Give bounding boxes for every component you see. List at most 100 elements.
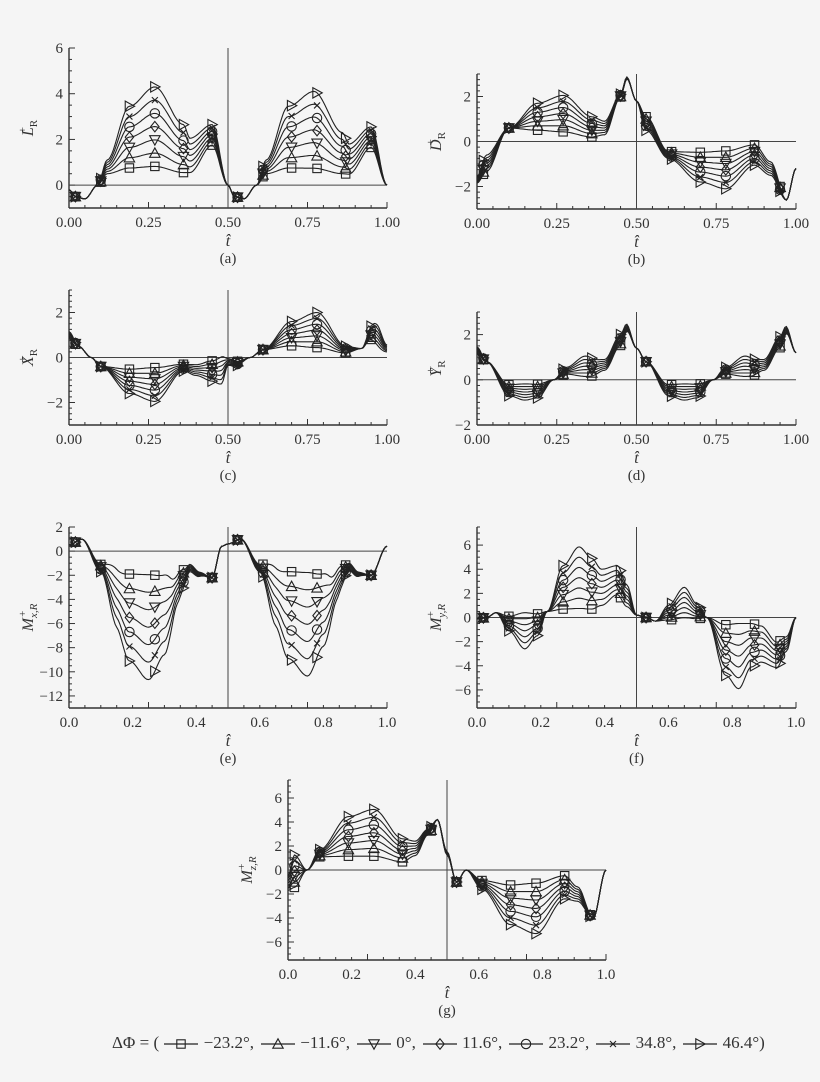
triangle-up-marker: [665, 610, 678, 622]
triangle-down-marker: [123, 598, 136, 610]
legend-label: 34.8°,: [631, 1033, 677, 1052]
y-tick-label: −4: [455, 659, 471, 675]
x-tick-label: 0.4: [406, 967, 425, 983]
square-marker: [312, 163, 322, 174]
x-tick-label: 1.00: [374, 215, 400, 231]
triangle-right-marker: [96, 360, 108, 373]
triangle-right-marker: [178, 118, 190, 131]
triangle-right-marker: [397, 832, 409, 845]
triangle-down-marker: [585, 125, 598, 137]
x-tick-label: 0.00: [464, 432, 490, 448]
triangle-right-marker: [532, 629, 544, 642]
diamond-marker: [586, 577, 597, 590]
diamond-marker: [258, 165, 268, 178]
x-tick-label: 0.25: [135, 215, 161, 231]
triangle-right-marker: [232, 359, 244, 372]
y-tick-label: 2: [464, 586, 472, 602]
diamond-marker: [149, 617, 160, 630]
x-tick-label: 1.0: [597, 967, 616, 983]
circle-marker: [124, 121, 135, 133]
diamond-marker: [666, 149, 677, 162]
triangle-up-marker: [748, 365, 761, 378]
x-tick-label: 0.8: [533, 967, 552, 983]
triangle-up-marker: [367, 842, 380, 854]
triangle-right-marker: [366, 120, 378, 133]
triangle-right-marker: [124, 100, 136, 113]
triangle-right-marker: [531, 927, 543, 940]
series-line: [476, 76, 797, 201]
triangle-right-marker: [641, 124, 653, 137]
triangle-right-marker: [478, 351, 490, 365]
panel-caption: (b): [628, 252, 646, 268]
y-tick-label: 6: [275, 791, 283, 807]
circle-marker: [505, 906, 516, 917]
circle-marker: [286, 625, 297, 636]
triangle-right-marker: [340, 569, 352, 582]
x-tick-label: 0.2: [531, 715, 550, 731]
triangle-up-marker: [556, 119, 570, 131]
triangle-up-marker: [123, 582, 136, 594]
triangle-right-marker: [749, 158, 761, 172]
cross-marker: [313, 640, 321, 647]
x-tick-label: 0.50: [623, 216, 649, 232]
square-marker: [150, 570, 160, 580]
triangle-up-marker: [585, 127, 598, 139]
x-tick-label: 0.0: [468, 715, 487, 731]
triangle-right-marker: [289, 848, 301, 862]
y-axis-label: YR+: [425, 360, 448, 377]
y-tick-label: −4: [266, 911, 282, 927]
triangle-right-marker: [178, 364, 190, 378]
y-tick-label: −2: [47, 568, 63, 584]
x-tick-label: 1.0: [378, 715, 397, 731]
triangle-up-marker: [285, 335, 298, 347]
diamond-marker: [586, 360, 597, 374]
triangle-down-marker: [585, 587, 598, 599]
triangle-down-marker: [556, 114, 570, 127]
cross-marker: [151, 96, 159, 104]
series-line: [68, 334, 388, 380]
triangle-up-marker: [556, 595, 570, 607]
cross-marker: [588, 563, 596, 571]
triangle-right-marker: [695, 175, 707, 189]
triangle-right-marker: [558, 363, 570, 376]
circle-marker: [557, 102, 569, 113]
diamond-marker: [505, 898, 516, 911]
square-marker: [124, 569, 135, 579]
triangle-down-marker: [558, 878, 571, 890]
triangle-up-marker: [123, 151, 136, 163]
y-tick-label: 6: [464, 538, 472, 554]
y-tick-label: 2: [275, 839, 283, 855]
triangle-right-marker: [505, 918, 517, 931]
y-tick-label: −2: [455, 180, 471, 196]
x-axis-label: t̂: [634, 450, 639, 467]
triangle-down-marker: [310, 596, 324, 609]
triangle-right-marker: [615, 88, 627, 101]
diamond-marker: [720, 644, 731, 657]
cross-marker: [288, 112, 295, 120]
cross-marker: [532, 921, 540, 929]
triangle-right-marker: [749, 659, 761, 672]
triangle-right-marker: [96, 172, 108, 185]
diamond-marker: [558, 581, 569, 594]
y-tick-label: 4: [56, 87, 64, 103]
triangle-up-marker: [310, 335, 324, 347]
diamond-marker: [178, 361, 189, 374]
x-tick-label: 0.00: [56, 432, 82, 448]
diamond-marker: [531, 902, 541, 915]
diamond-marker: [178, 142, 189, 155]
panel-d: −2 0 2 0.00 0.25 0.50 0.75 1.00 t̂(d) YR+: [425, 311, 809, 484]
triangle-right-marker: [207, 118, 219, 131]
triangle-up-marker: [285, 151, 298, 163]
triangle-right-marker: [178, 581, 190, 595]
triangle-up-marker: [719, 150, 732, 162]
circle-marker: [124, 626, 135, 638]
diamond-marker: [559, 881, 570, 894]
square-marker: [721, 146, 731, 156]
cross-marker: [696, 390, 704, 398]
legend-item: 34.8°,: [595, 1033, 676, 1052]
triangle-up-marker: [614, 586, 627, 598]
triangle-up-marker: [310, 149, 324, 161]
diamond-marker: [207, 364, 218, 378]
x-tick-label: 0.4: [595, 715, 614, 731]
triangle-right-marker: [70, 336, 82, 349]
